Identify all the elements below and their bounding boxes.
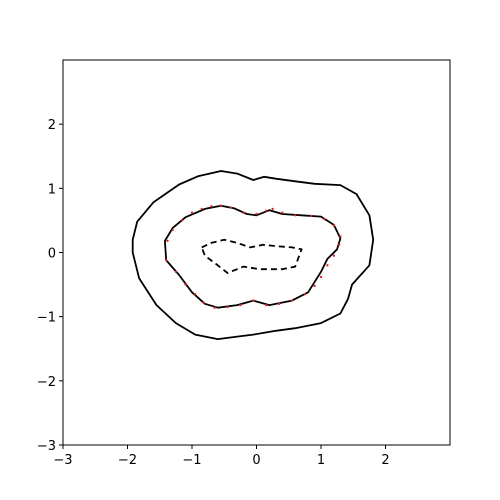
sample-point xyxy=(165,259,168,262)
sample-point xyxy=(213,306,216,309)
sample-point xyxy=(271,207,274,211)
sample-point xyxy=(281,211,284,214)
y-tick-label: 1 xyxy=(48,182,56,197)
y-tick-label: −1 xyxy=(37,311,56,326)
sample-point xyxy=(313,284,316,288)
y-tick-label: −2 xyxy=(37,375,56,390)
sample-point xyxy=(277,302,281,305)
y-axis: −3 −2 −1 0 1 2 xyxy=(37,118,63,454)
x-tick-label: 0 xyxy=(252,453,260,468)
contour-line-3 xyxy=(200,238,303,274)
sample-point xyxy=(332,254,336,257)
contour-line-1 xyxy=(131,170,375,340)
sample-point xyxy=(242,211,245,214)
sample-point xyxy=(171,228,174,232)
sample-point xyxy=(174,270,178,273)
sample-point xyxy=(226,305,229,309)
x-tick-label: −1 xyxy=(182,453,201,468)
sample-point xyxy=(323,217,326,221)
sample-point xyxy=(332,224,336,227)
y-tick-label: −3 xyxy=(37,439,56,454)
sample-point xyxy=(239,303,242,307)
sample-point xyxy=(229,206,232,209)
sample-point xyxy=(265,303,268,307)
sample-point xyxy=(190,211,194,214)
sample-point xyxy=(252,299,255,302)
sample-point xyxy=(337,243,341,246)
x-tick-label: −3 xyxy=(53,453,72,468)
sample-point xyxy=(339,235,342,238)
sample-point xyxy=(194,293,197,296)
sample-point xyxy=(181,219,184,222)
x-tick-label: 1 xyxy=(317,453,325,468)
sample-point xyxy=(310,214,313,218)
x-tick-label: 2 xyxy=(381,453,389,468)
sample-point xyxy=(210,205,213,208)
x-axis: −3 −2 −1 0 1 2 xyxy=(53,445,390,468)
sample-point xyxy=(326,264,329,267)
y-tick-label: 2 xyxy=(48,118,56,133)
sample-point xyxy=(303,293,307,296)
sample-point xyxy=(290,299,294,302)
sample-point xyxy=(255,212,258,216)
sample-point xyxy=(319,275,323,279)
x-tick-label: −2 xyxy=(118,453,137,468)
sample-point xyxy=(200,207,203,211)
sample-point xyxy=(202,301,205,304)
plot-area xyxy=(131,170,375,340)
sample-point xyxy=(219,204,223,207)
sample-point xyxy=(265,209,268,212)
y-tick-label: 0 xyxy=(48,247,56,262)
sample-point xyxy=(184,283,187,286)
sample-point xyxy=(166,239,169,243)
sample-point xyxy=(294,214,297,217)
